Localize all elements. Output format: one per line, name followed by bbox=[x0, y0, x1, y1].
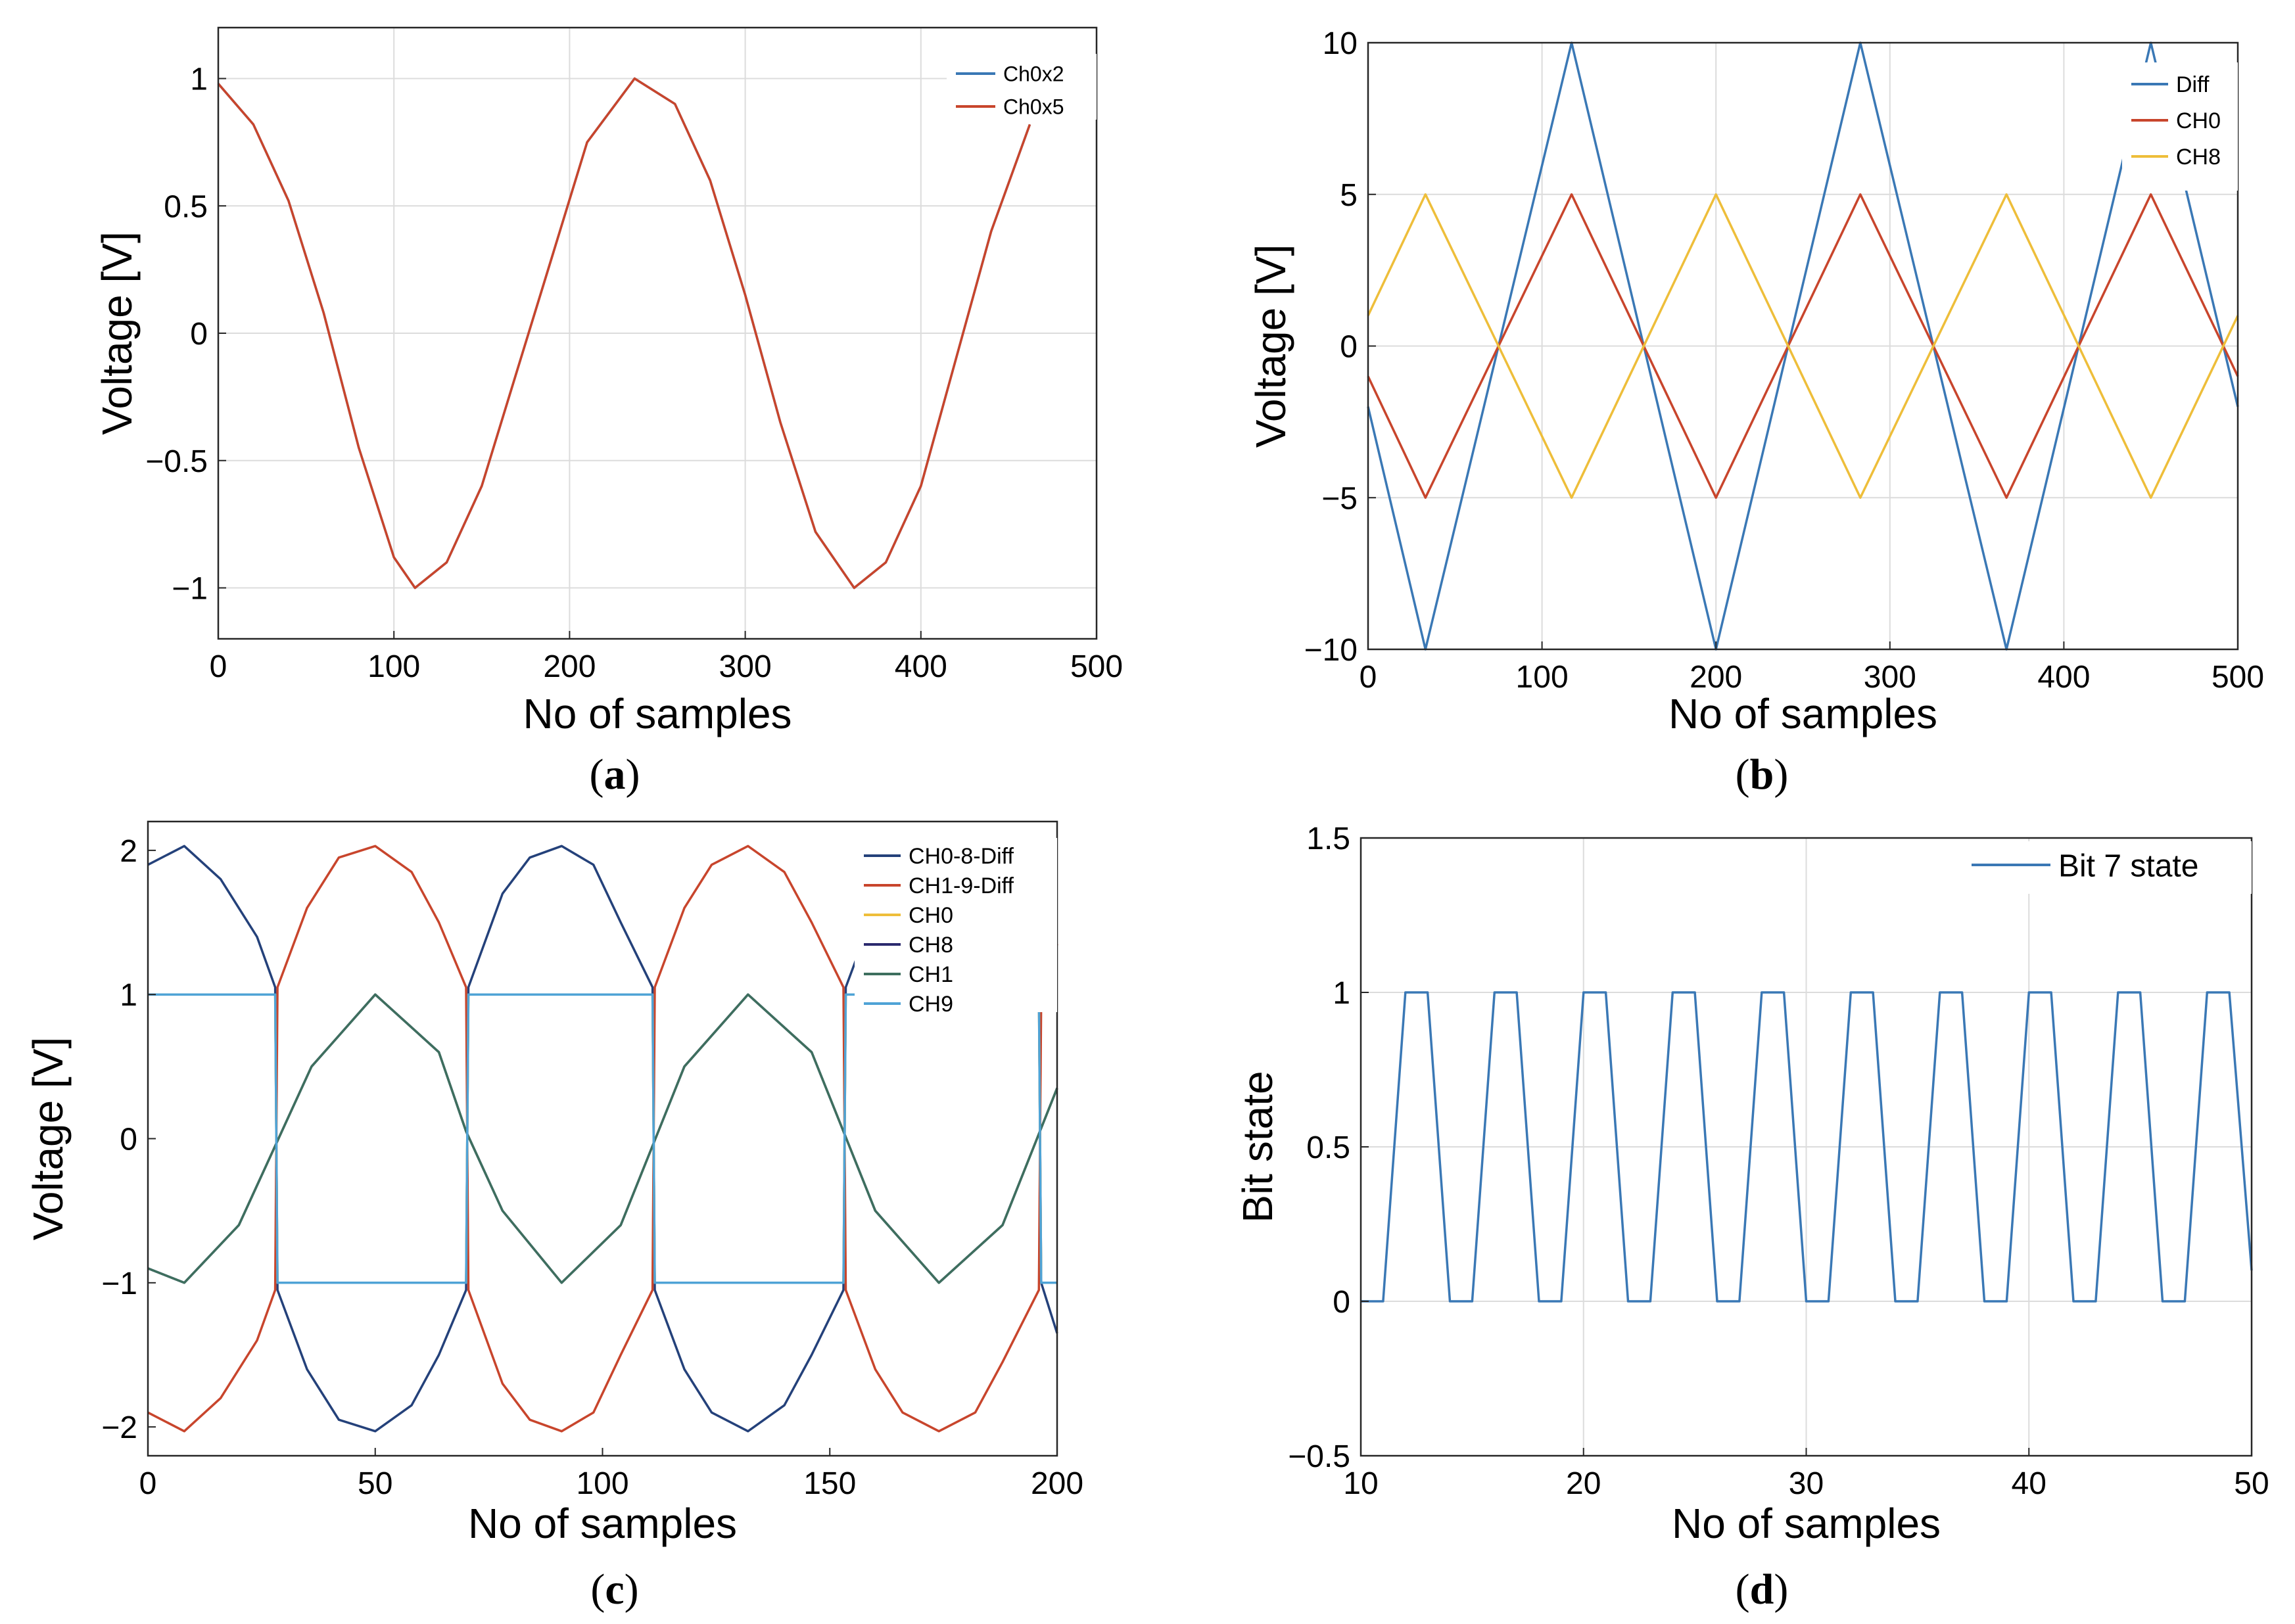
y-tick-label: −10 bbox=[1304, 633, 1358, 668]
x-tick-label: 30 bbox=[1789, 1466, 1824, 1501]
y-tick-label: 0 bbox=[190, 317, 208, 352]
y-axis-label: Voltage [V] bbox=[24, 1037, 72, 1241]
series-line-bit-7-state bbox=[1361, 991, 2253, 1303]
x-tick-label: 150 bbox=[803, 1466, 856, 1501]
series-line-ch1-9-diff bbox=[147, 845, 1058, 1433]
panel-caption: (c) bbox=[590, 1566, 638, 1613]
legend-box bbox=[947, 54, 1097, 120]
legend-label: CH0 bbox=[2176, 108, 2221, 133]
x-tick-label: 200 bbox=[1031, 1466, 1083, 1501]
x-axis-label: No of samples bbox=[1672, 1500, 1941, 1547]
x-tick-label: 500 bbox=[2212, 660, 2264, 695]
legend: Ch0x2 Ch0x5 bbox=[947, 54, 1097, 120]
y-axis-label: Voltage [V] bbox=[93, 231, 141, 435]
y-tick-label: 0.5 bbox=[164, 189, 208, 224]
legend-label: CH9 bbox=[909, 992, 953, 1017]
x-axis-label: No of samples bbox=[1668, 690, 1937, 737]
legend-label: CH0-8-Diff bbox=[909, 844, 1014, 869]
x-tick-label: 400 bbox=[895, 649, 947, 684]
legend-label: CH1 bbox=[909, 962, 953, 987]
legend: CH0-8-Diff CH1-9-Diff CH0 CH8 CH1 CH9 bbox=[855, 838, 1057, 1017]
x-tick-label: 10 bbox=[1343, 1466, 1378, 1501]
legend-label: Ch0x2 bbox=[1003, 62, 1064, 86]
x-tick-label: 50 bbox=[358, 1466, 392, 1501]
y-tick-label: −1 bbox=[101, 1266, 137, 1301]
legend-label: Ch0x5 bbox=[1003, 95, 1064, 119]
y-tick-label: 10 bbox=[1323, 26, 1358, 61]
y-tick-label: 5 bbox=[1340, 178, 1358, 213]
y-axis-label: Voltage [V] bbox=[1247, 244, 1294, 448]
y-tick-label: 2 bbox=[120, 834, 137, 869]
x-tick-label: 20 bbox=[1566, 1466, 1601, 1501]
y-tick-label: 1 bbox=[1333, 976, 1350, 1011]
x-tick-label: 50 bbox=[2234, 1466, 2269, 1501]
legend: Diff CH0 CH8 bbox=[2122, 62, 2238, 191]
x-axis-label: No of samples bbox=[523, 690, 792, 737]
y-tick-label: 0 bbox=[120, 1123, 137, 1157]
panel-caption: (a) bbox=[590, 751, 640, 799]
panel-c: 0 50 100 150 200 −2 −1 0 1 2 No of samples Voltage … bbox=[24, 820, 1083, 1613]
y-tick-label: 1.5 bbox=[1306, 822, 1350, 856]
legend-label: CH0 bbox=[909, 903, 953, 928]
y-axis-label: Bit state bbox=[1234, 1071, 1281, 1222]
legend-label: CH1-9-Diff bbox=[909, 873, 1014, 898]
x-tick-label: 300 bbox=[1864, 660, 1916, 695]
series-line-ch0x5 bbox=[217, 77, 1031, 590]
x-tick-label: 100 bbox=[1516, 660, 1569, 695]
series-line-ch1 bbox=[147, 993, 1058, 1284]
series-line-ch9 bbox=[148, 993, 1057, 1284]
legend: Bit 7 state bbox=[1962, 841, 2252, 894]
legend-label: CH8 bbox=[2176, 145, 2221, 170]
y-tick-label: 0.5 bbox=[1306, 1130, 1350, 1165]
x-tick-label: 100 bbox=[367, 649, 420, 684]
y-tick-label: −0.5 bbox=[145, 444, 208, 479]
x-tick-label: 200 bbox=[543, 649, 596, 684]
x-tick-label: 300 bbox=[719, 649, 772, 684]
y-tick-label: −5 bbox=[1321, 481, 1358, 516]
panel-a: 0 100 200 300 400 500 −1 −0.5 0 0.5 1 No of samples… bbox=[93, 26, 1123, 799]
x-tick-label: 0 bbox=[139, 1466, 157, 1501]
x-tick-label: 400 bbox=[2037, 660, 2090, 695]
x-tick-label: 40 bbox=[2012, 1466, 2047, 1501]
legend-box bbox=[855, 838, 1057, 1012]
y-tick-label: −1 bbox=[172, 572, 208, 607]
y-tick-label: −2 bbox=[101, 1410, 137, 1445]
legend-label: CH8 bbox=[909, 933, 953, 958]
x-tick-label: 0 bbox=[210, 649, 227, 684]
x-axis-label: No of samples bbox=[468, 1500, 737, 1547]
x-tick-label: 100 bbox=[576, 1466, 628, 1501]
series-line-ch8 bbox=[1367, 193, 2239, 499]
x-tick-label: 500 bbox=[1070, 649, 1123, 684]
legend-label: Diff bbox=[2176, 72, 2210, 97]
y-tick-label: 0 bbox=[1340, 330, 1358, 365]
panel-caption: (d) bbox=[1736, 1566, 1789, 1613]
legend-box bbox=[1962, 841, 2252, 894]
x-tick-label: 200 bbox=[1690, 660, 1742, 695]
y-tick-label: 1 bbox=[190, 62, 208, 97]
panel-d: 10 20 30 40 50 −0.5 0 0.5 1 1.5 No of samples Bit s… bbox=[1234, 822, 2269, 1613]
y-tick-label: 1 bbox=[120, 978, 137, 1013]
panel-b: 0 100 200 300 400 500 −10 −5 0 5 10 No of samples Vo… bbox=[1247, 26, 2264, 799]
y-tick-label: −0.5 bbox=[1288, 1439, 1350, 1474]
x-tick-label: 0 bbox=[1360, 660, 1377, 695]
panel-caption: (b) bbox=[1736, 751, 1789, 799]
y-tick-label: 0 bbox=[1333, 1285, 1350, 1320]
legend-label: Bit 7 state bbox=[2058, 848, 2198, 883]
